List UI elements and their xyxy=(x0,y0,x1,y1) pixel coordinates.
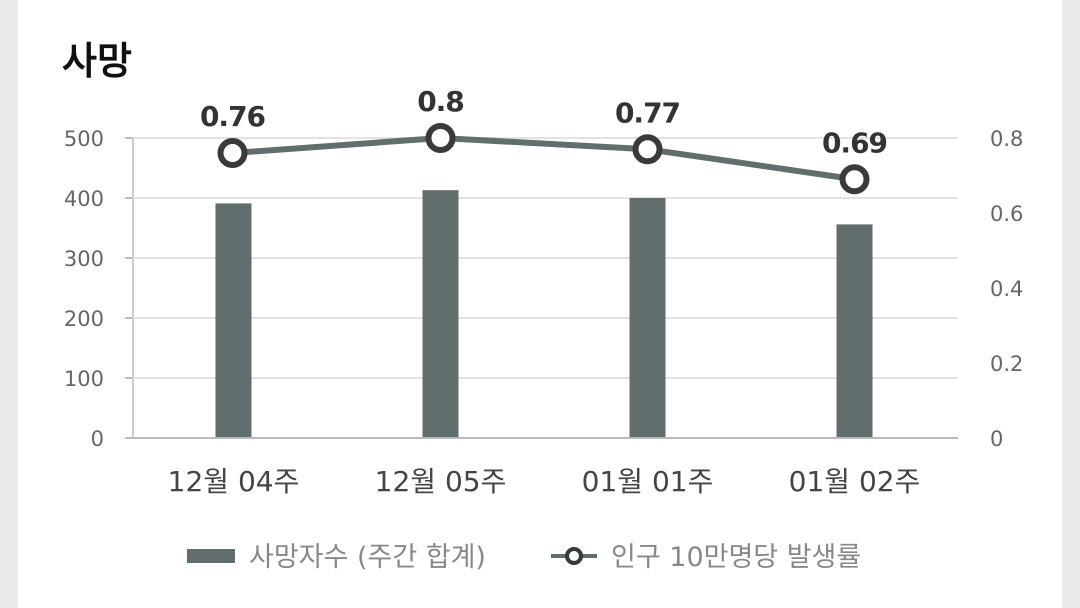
y-left-tick-label: 500 xyxy=(64,127,104,151)
y-left-tick-label: 400 xyxy=(64,187,104,211)
x-tick-label: 01월 02주 xyxy=(789,465,921,498)
data-label: 0.8 xyxy=(417,85,464,118)
y-left-tick-label: 300 xyxy=(64,247,104,271)
x-tick-label: 01월 01주 xyxy=(582,465,714,498)
x-tick-label: 12월 04주 xyxy=(168,465,300,498)
x-axis: 12월 04주 12월 05주 01월 01주 01월 02주 xyxy=(125,437,958,498)
series-line xyxy=(232,135,855,183)
bar xyxy=(629,198,666,438)
y-left-tick-label: 0 xyxy=(91,427,104,451)
legend-bar-label: 사망자수 (주간 합계) xyxy=(249,542,486,573)
line-point xyxy=(425,123,456,153)
y-left-tick-label: 100 xyxy=(64,367,104,391)
line-series xyxy=(217,123,870,195)
chart-title: 사망 xyxy=(62,39,132,83)
data-label: 0.76 xyxy=(200,100,265,133)
y-left-tick-label: 200 xyxy=(64,307,104,331)
data-label: 0.77 xyxy=(615,96,680,129)
data-label: 0.69 xyxy=(822,126,887,159)
y-right-tick-label: 0.2 xyxy=(990,352,1023,376)
bar xyxy=(422,190,459,438)
chart-card: 사망 xyxy=(18,0,1062,608)
data-labels: 0.76 0.8 0.77 0.69 xyxy=(200,85,888,159)
y-right-tick-label: 0.6 xyxy=(990,202,1023,226)
gridlines xyxy=(133,137,958,439)
bar xyxy=(215,203,252,438)
legend-line-marker xyxy=(565,547,583,565)
legend-bar-swatch xyxy=(187,549,235,563)
x-tick-label: 12월 05주 xyxy=(375,465,507,498)
y-right-tick-label: 0.4 xyxy=(990,277,1023,301)
y-right-tick-label: 0 xyxy=(990,427,1003,451)
legend-line-label: 인구 10만명당 발생률 xyxy=(611,542,861,573)
y-axis-right: 0 0.2 0.4 0.6 0.8 xyxy=(990,127,1023,451)
y-axis-left: 0 100 200 300 400 500 xyxy=(64,127,134,451)
y-right-tick-label: 0.8 xyxy=(990,127,1023,151)
bar xyxy=(836,224,873,438)
legend: 사망자수 (주간 합계) 인구 10만명당 발생률 xyxy=(187,542,861,573)
line-point xyxy=(217,138,248,168)
line-point xyxy=(839,164,870,195)
line-point xyxy=(632,134,663,165)
bar-series xyxy=(215,190,873,438)
